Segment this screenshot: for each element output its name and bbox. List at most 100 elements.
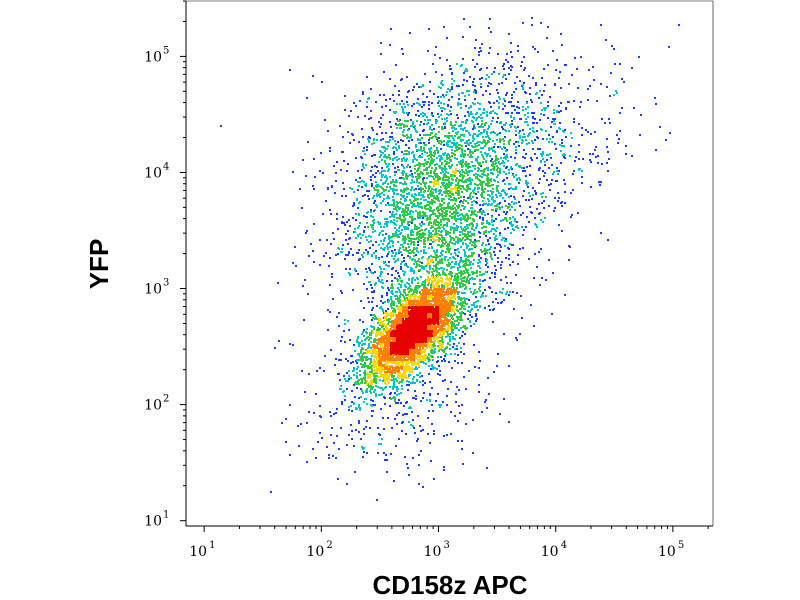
data-point bbox=[398, 208, 400, 210]
data-point bbox=[420, 146, 422, 148]
data-point bbox=[493, 146, 495, 148]
data-point bbox=[437, 197, 439, 199]
data-point bbox=[377, 221, 379, 223]
data-point bbox=[313, 412, 315, 414]
data-point bbox=[338, 373, 340, 375]
data-point bbox=[527, 112, 529, 114]
data-point bbox=[528, 192, 530, 194]
data-point bbox=[534, 118, 536, 120]
data-point bbox=[424, 73, 426, 75]
data-point bbox=[459, 312, 461, 314]
data-point bbox=[465, 260, 467, 262]
data-point bbox=[510, 156, 512, 158]
data-point bbox=[448, 99, 450, 101]
data-point bbox=[543, 207, 545, 209]
data-point bbox=[401, 379, 403, 381]
data-point bbox=[446, 163, 448, 165]
data-point bbox=[467, 245, 469, 247]
data-point bbox=[463, 297, 465, 299]
data-point bbox=[467, 154, 469, 156]
data-point bbox=[475, 113, 477, 115]
data-point bbox=[378, 433, 380, 435]
data-point bbox=[478, 351, 480, 353]
data-point bbox=[513, 91, 515, 93]
data-point bbox=[456, 320, 458, 322]
data-point bbox=[452, 130, 454, 132]
data-point bbox=[475, 315, 477, 317]
data-point bbox=[394, 295, 396, 297]
data-point bbox=[490, 230, 492, 232]
data-point bbox=[404, 120, 406, 122]
data-point bbox=[398, 230, 400, 232]
data-point bbox=[659, 126, 661, 128]
data-point bbox=[508, 206, 510, 208]
data-point bbox=[421, 156, 423, 158]
data-point bbox=[428, 108, 430, 110]
data-point bbox=[476, 202, 478, 204]
data-point bbox=[448, 313, 450, 315]
data-point bbox=[468, 306, 470, 308]
data-point bbox=[364, 356, 366, 358]
data-point bbox=[302, 285, 304, 287]
data-point bbox=[497, 302, 499, 304]
data-point bbox=[456, 63, 458, 65]
data-point bbox=[427, 119, 429, 121]
data-point bbox=[487, 167, 489, 169]
data-point bbox=[382, 114, 384, 116]
data-point bbox=[361, 169, 363, 171]
data-point bbox=[451, 135, 453, 137]
data-point bbox=[533, 325, 535, 327]
data-point bbox=[440, 143, 442, 145]
data-point bbox=[367, 251, 369, 253]
data-point bbox=[379, 275, 381, 277]
data-point bbox=[368, 118, 370, 120]
data-point bbox=[487, 183, 489, 185]
data-point bbox=[403, 226, 405, 228]
data-point bbox=[468, 235, 470, 237]
data-point bbox=[381, 387, 383, 389]
data-point bbox=[363, 335, 365, 337]
data-point bbox=[400, 194, 402, 196]
data-point bbox=[416, 440, 418, 442]
data-point bbox=[393, 258, 395, 260]
data-point bbox=[386, 294, 388, 296]
data-point bbox=[469, 113, 471, 115]
data-point bbox=[479, 162, 481, 164]
data-point bbox=[479, 141, 481, 143]
data-point bbox=[359, 177, 361, 179]
data-point bbox=[406, 112, 408, 114]
data-point bbox=[428, 230, 430, 232]
data-point bbox=[443, 268, 445, 270]
data-point bbox=[396, 380, 398, 382]
data-point bbox=[399, 218, 401, 220]
data-point bbox=[540, 248, 542, 250]
data-point bbox=[589, 85, 591, 87]
data-point bbox=[590, 133, 592, 135]
data-point bbox=[496, 365, 498, 367]
data-point bbox=[450, 226, 452, 228]
data-point bbox=[324, 355, 326, 357]
data-point bbox=[413, 291, 415, 293]
data-point bbox=[346, 372, 348, 374]
data-point bbox=[384, 223, 386, 225]
data-point bbox=[437, 261, 439, 263]
data-point bbox=[494, 239, 496, 241]
data-point bbox=[454, 215, 456, 217]
data-point bbox=[337, 478, 339, 480]
data-point bbox=[393, 301, 395, 303]
data-point bbox=[483, 181, 485, 183]
data-point bbox=[388, 154, 390, 156]
data-point bbox=[402, 174, 404, 176]
data-point bbox=[393, 380, 395, 382]
data-point bbox=[502, 180, 504, 182]
data-point bbox=[362, 195, 364, 197]
data-point bbox=[431, 129, 433, 131]
data-point bbox=[496, 238, 498, 240]
data-point bbox=[490, 83, 492, 85]
data-point bbox=[407, 236, 409, 238]
data-point bbox=[484, 307, 486, 309]
data-point bbox=[332, 232, 334, 234]
data-point bbox=[381, 393, 383, 395]
data-point bbox=[456, 85, 458, 87]
data-point bbox=[428, 234, 430, 236]
